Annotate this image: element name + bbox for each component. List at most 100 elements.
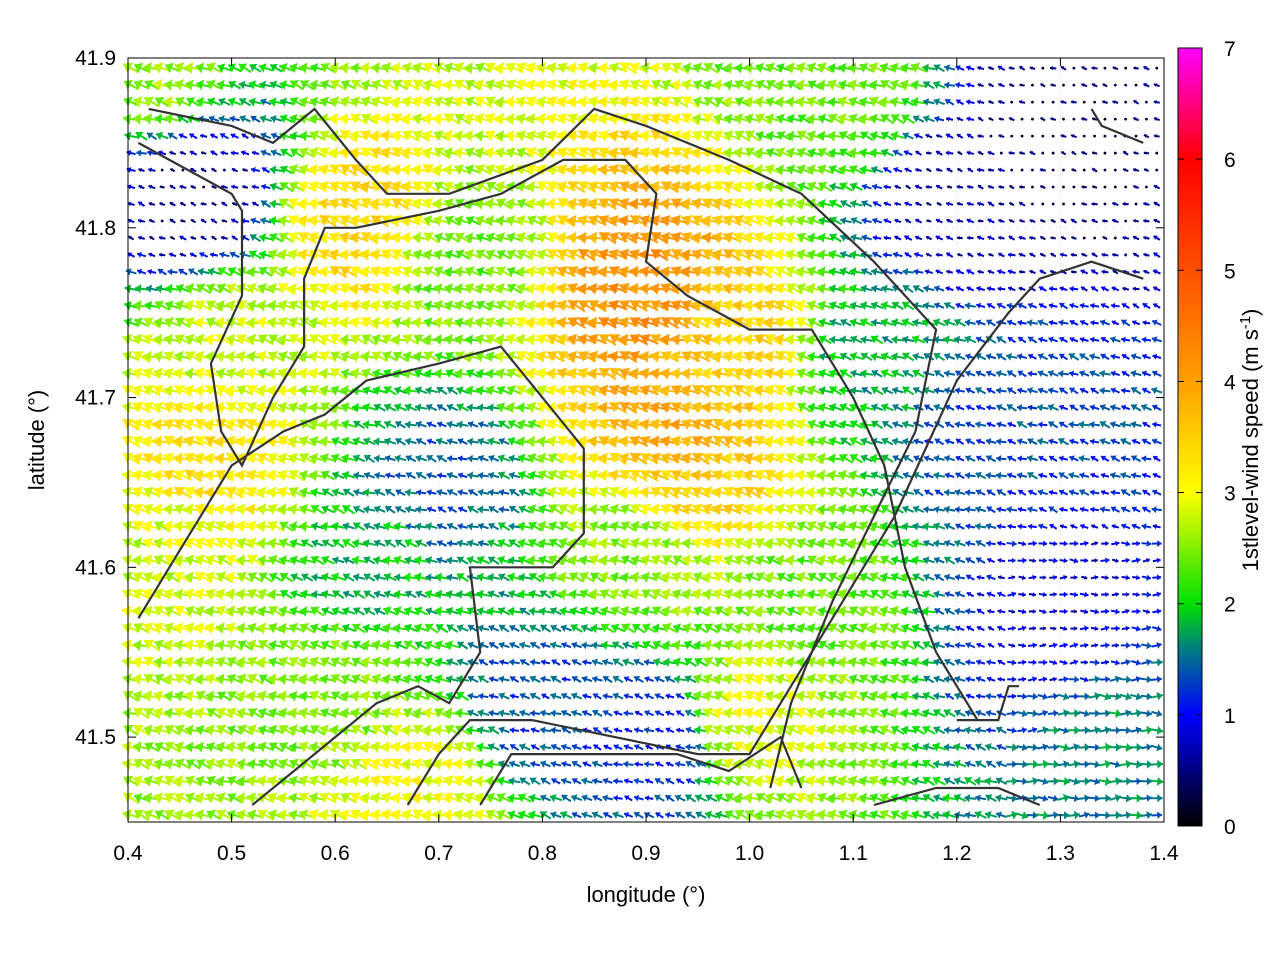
wind-vector: [1145, 186, 1148, 189]
colorbar: [1178, 48, 1202, 826]
wind-vector: [1155, 152, 1158, 155]
x-axis-label: longitude (°): [587, 882, 706, 907]
wind-vector: [182, 169, 185, 172]
wind-vector: [1062, 118, 1065, 121]
wind-vector: [1114, 84, 1117, 87]
colorbar-label-superscript: -1: [1237, 316, 1254, 329]
wind-vector: [1041, 135, 1044, 138]
wind-vector: [1072, 118, 1075, 121]
wind-vector: [1124, 67, 1127, 70]
x-tick-label: 0.9: [631, 842, 660, 865]
wind-vector: [1124, 186, 1127, 189]
wind-vector: [1093, 237, 1096, 240]
wind-vector: [1041, 203, 1044, 206]
wind-vector: [1114, 135, 1117, 138]
wind-vector: [1021, 118, 1024, 121]
wind-vector: [1104, 118, 1107, 121]
wind-vector: [1052, 101, 1055, 104]
y-tick-label: 41.9: [75, 47, 116, 70]
wind-vector: [1114, 118, 1117, 121]
wind-vector: [1062, 84, 1065, 87]
wind-vector: [1072, 203, 1075, 206]
colorbar-tick-label: 6: [1224, 149, 1236, 172]
wind-vector: [1135, 203, 1138, 206]
colorbar-tick-label: 7: [1224, 38, 1236, 61]
wind-vector: [1031, 203, 1034, 206]
wind-vector: [1124, 254, 1127, 257]
wind-vector: [1114, 169, 1117, 172]
x-tick-label: 1.4: [1149, 842, 1179, 865]
wind-vector: [1104, 152, 1107, 155]
x-tick-label: 1.0: [735, 842, 764, 865]
wind-vector: [1155, 67, 1158, 70]
wind-vector: [1052, 169, 1055, 172]
wind-vector: [1114, 152, 1117, 155]
colorbar-tick-label: 4: [1224, 371, 1236, 394]
colorbar-tick-label: 1: [1224, 705, 1236, 728]
wind-vector: [1031, 169, 1034, 172]
x-tick-label: 1.1: [839, 842, 868, 865]
colorbar-tick-label: 2: [1224, 594, 1236, 617]
wind-vector: [161, 220, 164, 223]
wind-vector: [1135, 84, 1138, 87]
wind-vector: [1083, 101, 1086, 104]
x-tick-label: 1.2: [942, 842, 971, 865]
wind-vector: [1031, 101, 1034, 104]
wind-vector: [1114, 237, 1117, 240]
wind-vector: [1010, 135, 1013, 138]
colorbar-tick-label: 0: [1224, 816, 1236, 839]
wind-vector: [223, 169, 226, 172]
wind-vector: [1104, 67, 1107, 70]
wind-vector: [1104, 169, 1107, 172]
wind-vector: [1062, 203, 1065, 206]
wind-vector: [1124, 220, 1127, 223]
wind-vector: [1031, 118, 1034, 121]
wind-vector: [1104, 186, 1107, 189]
wind-vector: [1021, 135, 1024, 138]
y-tick-label: 41.7: [75, 387, 116, 410]
wind-vector: [1072, 84, 1075, 87]
wind-vector: [1124, 101, 1127, 104]
wind-vector: [1062, 186, 1065, 189]
wind-vector: [1052, 135, 1055, 138]
wind-vector: [1010, 169, 1013, 172]
x-tick-label: 0.5: [217, 842, 246, 865]
wind-vector: [1062, 169, 1065, 172]
x-tick-label: 0.7: [424, 842, 453, 865]
wind-vector: [202, 186, 205, 189]
colorbar-label: 1stlevel-wind speed (m s-1): [1237, 309, 1263, 572]
y-tick-label: 41.8: [75, 217, 116, 240]
wind-vector: [1093, 135, 1096, 138]
wind-vector: [1000, 152, 1003, 155]
wind-vector: [1072, 186, 1075, 189]
wind-vector: [1041, 101, 1044, 104]
x-tick-label: 0.4: [113, 842, 143, 865]
wind-vector: [1093, 101, 1096, 104]
wind-vector: [1052, 152, 1055, 155]
x-tick-label: 1.3: [1046, 842, 1075, 865]
wind-vector: [1145, 118, 1148, 121]
wind-vector: [1114, 186, 1117, 189]
wind-vector: [1124, 84, 1127, 87]
wind-vector: [1083, 135, 1086, 138]
wind-vector: [161, 169, 164, 172]
wind-vector: [1145, 101, 1148, 104]
wind-vector: [1041, 67, 1044, 70]
colorbar-tick-label: 5: [1224, 260, 1236, 283]
x-tick-label: 0.6: [321, 842, 350, 865]
x-tick-label: 0.8: [528, 842, 557, 865]
wind-vector: [1104, 135, 1107, 138]
wind-vector: [1031, 84, 1034, 87]
wind-vector: [1083, 169, 1086, 172]
wind-vector: [1104, 203, 1107, 206]
wind-vector: [1010, 101, 1013, 104]
wind-vector: [1041, 152, 1044, 155]
wind-vector: [990, 135, 993, 138]
wind-vector: [1052, 186, 1055, 189]
y-tick-label: 41.5: [75, 726, 116, 749]
y-tick-label: 41.6: [75, 556, 116, 579]
wind-vector: [1135, 135, 1138, 138]
wind-vector: [1155, 169, 1158, 172]
